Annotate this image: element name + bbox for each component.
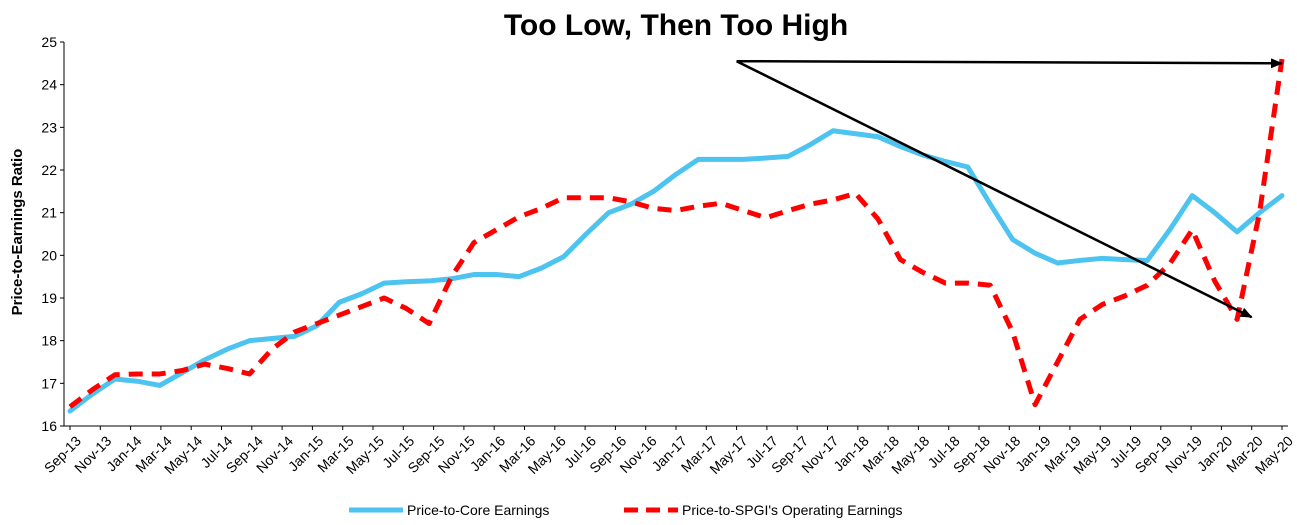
y-tick-label: 24: [41, 77, 57, 93]
series-group: [67, 58, 1285, 414]
y-tick-label: 25: [41, 34, 57, 50]
core-earnings-line: [67, 128, 1285, 414]
y-tick-label: 17: [41, 375, 57, 391]
y-tick-labels: 16 17 18 19 20 21 22 23 24 25: [41, 34, 64, 434]
y-tick-label: 20: [41, 247, 57, 263]
legend-label: Price-to-Core Earnings: [407, 502, 549, 518]
y-tick-label: 19: [41, 290, 57, 306]
legend: Price-to-Core Earnings Price-to-SPGI's Op…: [349, 502, 903, 518]
axes: [63, 42, 1288, 427]
operating-earnings-line: [68, 58, 1285, 409]
annotations: [736, 58, 1283, 319]
y-axis-title: Price-to-Earnings Ratio: [9, 149, 26, 316]
y-tick-label: 22: [41, 162, 57, 178]
annotation-arrow: [736, 60, 1253, 319]
y-tick-label: 16: [41, 418, 57, 434]
y-tick-label: 23: [41, 119, 57, 135]
y-tick-label: 21: [41, 205, 57, 221]
x-tick-labels: Sep-13Nov-13Jan-14Mar-14May-14Jul-14Sep-…: [41, 426, 1296, 477]
annotation-arrow: [736, 58, 1283, 69]
legend-label: Price-to-SPGI's Operating Earnings: [682, 502, 903, 518]
y-tick-label: 18: [41, 333, 57, 349]
chart-title: Too Low, Then Too High: [504, 9, 848, 42]
